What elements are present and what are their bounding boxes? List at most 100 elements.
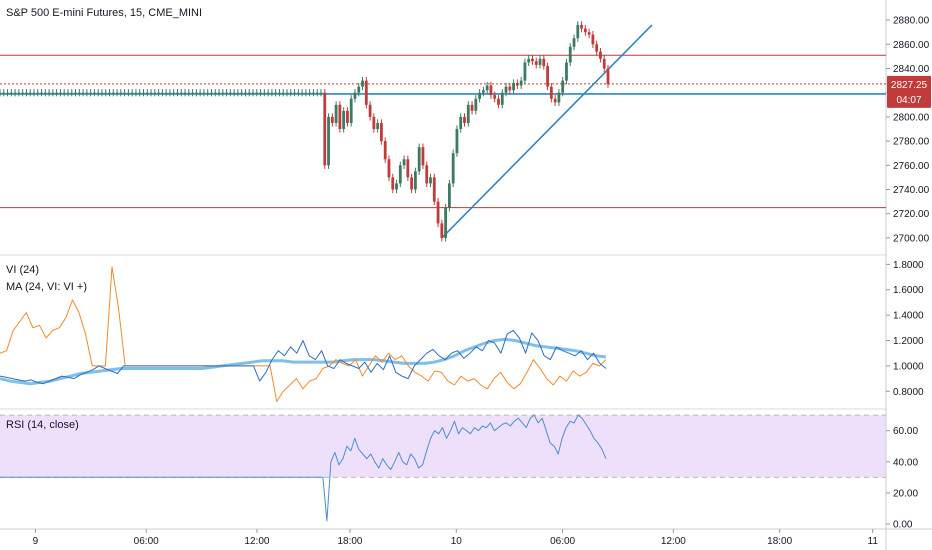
candle [489,85,493,96]
candle [176,92,179,94]
candle [470,104,474,111]
candle [500,92,504,105]
candle [553,98,557,103]
candle [153,92,157,94]
candle [576,24,580,39]
candle [493,95,497,99]
y-tick-label: 2800.00 [893,112,930,123]
candle [274,92,278,94]
candle [179,92,183,94]
current-price-label: 2827.25 [891,80,928,91]
candle [485,85,489,91]
candle [300,92,304,94]
candle [96,92,100,94]
candle [583,28,587,33]
candle [508,86,512,91]
y-axis-ticks[interactable]: 2880.002860.002840.002820.002800.002780.… [886,16,930,531]
time-axis-ticks[interactable]: 9 06:00 12:00 18:00 10 06:00 12:00 18:00 11 [33,529,879,547]
symbol-title[interactable]: S&P 500 E-mini Futures, 15, CME_MINI [6,7,202,19]
candle [100,92,104,94]
candle [549,86,553,99]
candle [538,58,542,65]
candle [164,92,168,94]
candle [534,61,538,65]
candle [330,116,334,123]
rsi-legend[interactable]: RSI (14, close) [6,419,79,431]
candle [21,92,25,94]
y-tick-label: 40.00 [893,457,918,468]
candle [406,159,410,178]
y-tick-label: 1.2000 [893,336,924,347]
candle [293,92,296,94]
candle [255,92,259,94]
candle [213,92,217,94]
candle [557,92,561,103]
vi-legend[interactable]: VI (24) [6,264,39,276]
candle [62,92,66,94]
candle [168,92,172,94]
y-tick-label: 2720.00 [893,209,930,220]
candle [474,98,478,111]
ma-legend[interactable]: MA (24, VI: VI +) [6,281,87,293]
candle [13,92,17,94]
y-tick-label: 2700.00 [893,233,930,244]
candle [368,104,372,117]
candle [296,92,300,94]
price-panel-bg [0,0,886,254]
vi-minus-line [0,266,607,402]
candle [383,141,387,160]
candle [380,122,383,142]
candle [447,183,451,208]
candle [138,92,142,94]
candle [119,92,123,94]
candle [357,86,361,93]
candle [0,92,2,94]
candle [262,92,266,94]
candle [187,92,191,94]
candle [160,92,164,94]
candle [28,92,32,94]
candle [25,92,28,94]
x-tick-label: 18:00 [337,536,362,547]
candle [9,92,13,94]
candle [210,92,213,94]
y-tick-label: 1.6000 [893,285,924,296]
y-tick-label: 2860.00 [893,40,930,51]
candle [244,92,247,94]
candle [429,177,432,184]
candle [149,92,153,94]
candle [591,34,595,45]
vortex-lines [0,266,607,402]
candle [561,80,565,93]
candle [512,83,515,91]
candle [47,92,51,94]
candle [217,92,221,94]
candle [285,92,289,94]
candle [432,177,436,202]
candle [142,92,145,94]
candle [40,92,43,94]
candle [395,183,398,190]
candle [361,80,364,87]
candle [51,92,55,94]
candle [542,58,546,67]
candle [66,92,70,94]
candle [43,92,47,94]
candle [531,58,534,62]
candle [70,92,74,94]
candle [402,159,406,166]
candle [459,116,463,129]
candle [372,116,376,129]
candle [606,68,610,85]
candle [111,92,115,94]
candle [228,92,232,94]
candle [515,83,519,86]
candle [338,104,342,129]
candle [134,92,138,94]
rsi-line [0,414,607,522]
candle [17,92,21,94]
current-price-badge: 2827.25 04:07 [887,75,931,108]
candlesticks [0,21,610,242]
x-tick-label: 9 [33,536,39,547]
